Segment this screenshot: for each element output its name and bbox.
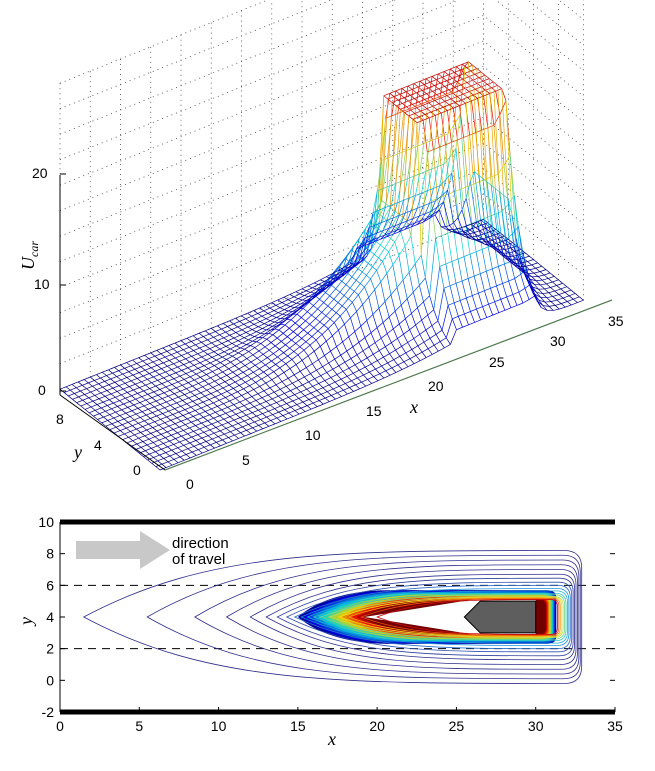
- contour-x-tick-label: 30: [528, 718, 544, 734]
- z-axis-label: Ucar: [18, 241, 41, 270]
- y-tick-label-4: 4: [94, 437, 102, 453]
- z-tick-label-0: 0: [38, 382, 46, 398]
- surface-plot: 20 10 0 Ucar 8 4 0 y 0 5 10 15 20 25 30 …: [18, 0, 624, 492]
- contour-y-tick-label: 8: [46, 546, 54, 562]
- contour-lines: [82, 550, 583, 684]
- x-tick-label-35: 35: [608, 313, 624, 329]
- x-tick-label-20: 20: [428, 378, 444, 394]
- surface-axes: [59, 173, 613, 471]
- x-tick-label-5: 5: [242, 452, 250, 468]
- contour-y-tick-label: 0: [46, 672, 54, 688]
- contour-x-tick-label: 25: [449, 718, 465, 734]
- contour-x-tick-label: 10: [211, 718, 227, 734]
- contour-y-tick-label: 10: [38, 514, 54, 530]
- contour-y-tick-label: 4: [46, 609, 54, 625]
- x-tick-label-30: 30: [550, 333, 566, 349]
- z-tick-label-10: 10: [34, 276, 50, 292]
- x-tick-label-25: 25: [489, 354, 505, 370]
- x-axis-label-top: x: [409, 397, 418, 417]
- z-tick-label-20: 20: [32, 165, 48, 181]
- x-tick-label-15: 15: [366, 403, 382, 419]
- direction-arrow-icon: [76, 531, 170, 569]
- y-tick-label-8: 8: [56, 411, 64, 427]
- contour-y-tick-label: 2: [46, 641, 54, 657]
- contour-x-tick-label: 0: [56, 718, 64, 734]
- contour-x-tick-label: 20: [369, 718, 385, 734]
- contour-y-tick-label: 6: [46, 577, 54, 593]
- y-axis-label-bottom: y: [16, 617, 36, 627]
- contour-x-tick-label: 15: [290, 718, 306, 734]
- x-axis-label-bottom: x: [327, 729, 336, 749]
- annotation-line-2: of travel: [172, 551, 225, 568]
- surface-box-gridlines: [59, 0, 584, 390]
- surface-mesh: [59, 61, 584, 471]
- x-tick-label-0: 0: [186, 476, 194, 492]
- y-axis-label-top: y: [72, 442, 82, 462]
- x-tick-label-10: 10: [305, 427, 321, 443]
- contour-y-tick-label: -2: [42, 704, 55, 720]
- car-icon: [463, 600, 537, 634]
- contour-x-tick-label: 35: [607, 718, 623, 734]
- contour-x-tick-label: 5: [135, 718, 143, 734]
- annotation-line-1: direction: [172, 535, 229, 552]
- y-tick-label-0: 0: [133, 462, 141, 478]
